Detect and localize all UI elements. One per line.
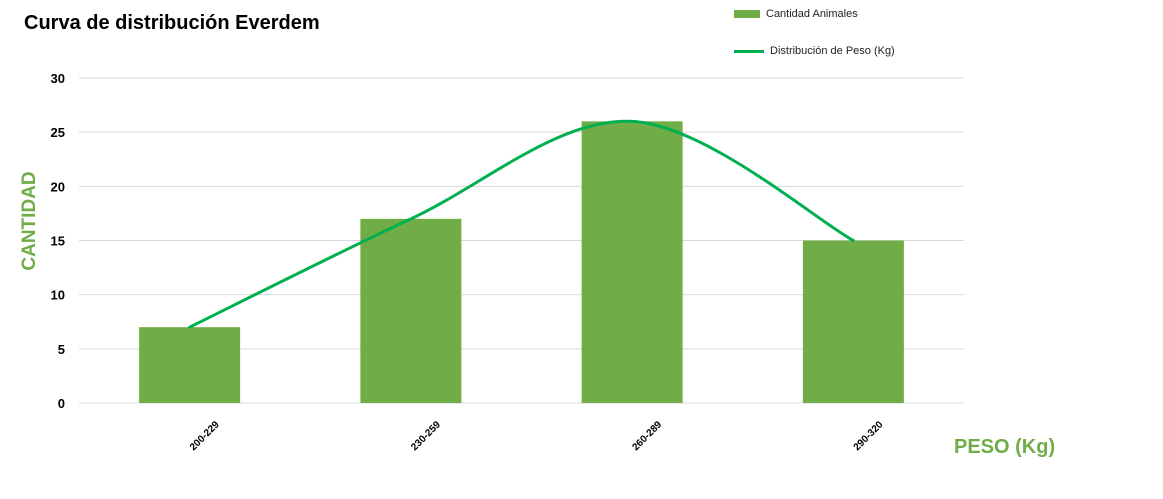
chart-title: Curva de distribución Everdem (24, 12, 320, 34)
y-tick-label: 5 (58, 342, 65, 357)
series-line (188, 119, 855, 329)
x-tick-label: 290-320 (852, 419, 886, 453)
x-tick-label: 230-259 (409, 419, 443, 453)
x-tick-label: 260-289 (630, 419, 664, 453)
bar (581, 121, 683, 403)
y-tick-label: 20 (51, 179, 65, 194)
x-tick-label: 200-229 (188, 419, 222, 453)
legend-swatch-bar (734, 10, 760, 18)
legend-item-line: Distribución de Peso (Kg) (734, 45, 895, 57)
bar (802, 240, 904, 403)
bar (139, 327, 241, 403)
legend-label-line: Distribución de Peso (Kg) (770, 45, 895, 57)
x-axis-label: PESO (Kg) (954, 436, 1056, 458)
legend-item-bar: Cantidad Animales (734, 8, 858, 20)
legend-label-bar: Cantidad Animales (766, 8, 858, 20)
y-tick-label: 10 (51, 288, 65, 303)
y-tick-label: 15 (51, 234, 65, 249)
bar (360, 218, 462, 403)
legend-swatch-line (734, 49, 764, 53)
y-tick-label: 25 (51, 125, 65, 140)
y-tick-label: 30 (51, 71, 65, 86)
y-tick-label: 0 (58, 396, 65, 411)
